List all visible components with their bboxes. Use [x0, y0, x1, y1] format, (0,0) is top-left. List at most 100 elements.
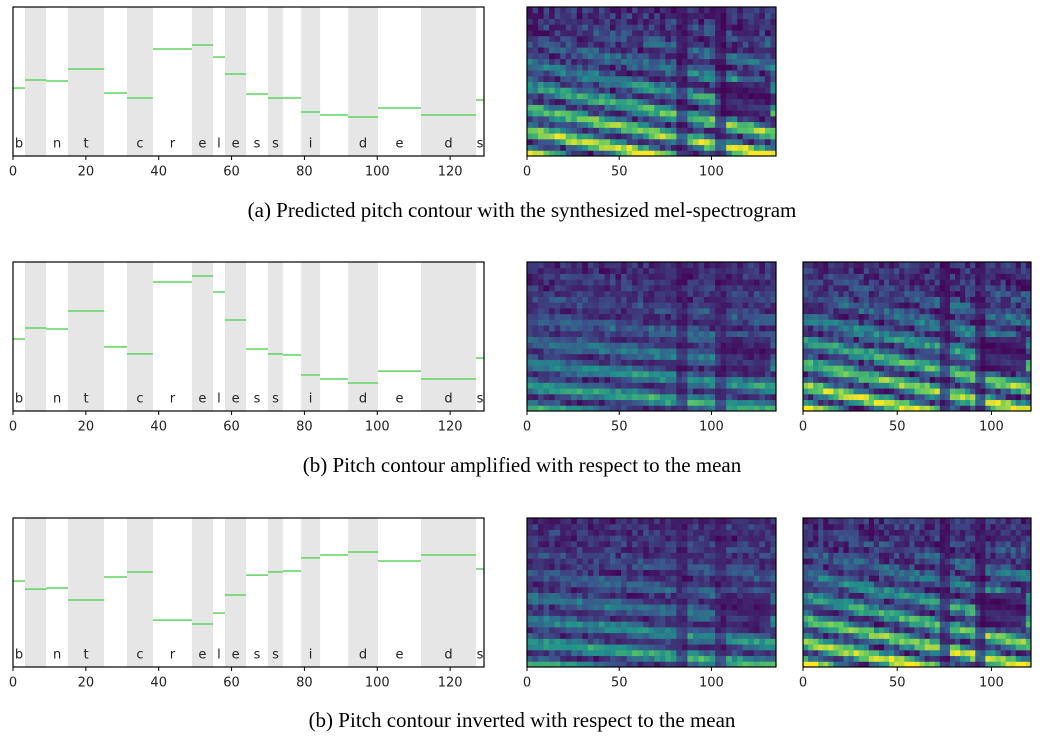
spectrogram-cell: [699, 348, 705, 354]
x-tick-label: 0: [523, 420, 531, 435]
spectrogram-cell: [527, 615, 533, 621]
spectrogram-cell: [599, 110, 605, 116]
spectrogram-cell: [593, 552, 599, 558]
spectrogram-cell: [533, 400, 539, 406]
spectrogram-cell: [754, 656, 760, 662]
spectrogram-cell: [889, 291, 895, 297]
spectrogram-cell: [588, 319, 594, 325]
spectrogram-cell: [726, 365, 732, 371]
spectrogram-cell: [599, 644, 605, 650]
spectrogram-cell: [737, 308, 743, 314]
spectrogram-cell: [737, 24, 743, 30]
spectrogram-cell: [813, 610, 819, 616]
spectrogram-cell: [759, 70, 765, 76]
spectrogram-cell: [732, 47, 738, 53]
spectrogram-cell: [909, 365, 915, 371]
spectrogram-cell: [654, 30, 660, 36]
spectrogram-cell: [748, 273, 754, 279]
spectrogram-cell: [813, 535, 819, 541]
spectrogram-cell: [610, 593, 616, 599]
spectrogram-cell: [844, 377, 850, 383]
spectrogram-cell: [687, 36, 693, 42]
spectrogram-cell: [588, 354, 594, 360]
spectrogram-cell: [555, 262, 561, 268]
spectrogram-cell: [649, 279, 655, 285]
spectrogram-cell: [715, 116, 721, 122]
spectrogram-cell: [1021, 262, 1027, 268]
spectrogram-cell: [914, 382, 920, 388]
spectrogram-cell: [555, 638, 561, 644]
spectrogram-cell: [533, 139, 539, 145]
spectrogram-cell: [610, 70, 616, 76]
spectrogram-cell: [710, 581, 716, 587]
spectrogram-cell: [950, 268, 956, 274]
spectrogram-cell: [965, 325, 971, 331]
spectrogram-cell: [710, 314, 716, 320]
spectrogram-cell: [874, 325, 880, 331]
spectrogram-cell: [649, 581, 655, 587]
phoneme-band: [301, 518, 320, 667]
spectrogram-cell: [588, 575, 594, 581]
spectrogram-cell: [671, 377, 677, 383]
spectrogram-cell: [823, 325, 829, 331]
spectrogram-cell: [975, 302, 981, 308]
spectrogram-cell: [649, 377, 655, 383]
spectrogram-cell: [904, 348, 910, 354]
spectrogram-cell: [715, 87, 721, 93]
spectrogram-cell: [996, 382, 1002, 388]
spectrogram-cell: [743, 518, 749, 524]
spectrogram-cell: [889, 388, 895, 394]
spectrogram-cell: [566, 262, 572, 268]
spectrogram-cell: [970, 325, 976, 331]
spectrogram-cell: [803, 644, 809, 650]
spectrogram-cell: [616, 53, 622, 59]
spectrogram-cell: [560, 145, 566, 151]
spectrogram-cell: [671, 518, 677, 524]
spectrogram-cell: [538, 564, 544, 570]
spectrogram-cell: [538, 377, 544, 383]
spectrogram-cell: [743, 650, 749, 656]
spectrogram-cell: [549, 524, 555, 530]
spectrogram-cell: [643, 627, 649, 633]
spectrogram-cell: [544, 593, 550, 599]
spectrogram-cell: [566, 93, 572, 99]
spectrogram-cell: [818, 314, 824, 320]
spectrogram-cell: [682, 76, 688, 82]
spectrogram-cell: [560, 337, 566, 343]
spectrogram-cell: [996, 371, 1002, 377]
spectrogram-cell: [715, 262, 721, 268]
spectrogram-cell: [649, 570, 655, 576]
spectrogram-cell: [721, 354, 727, 360]
spectrogram-cell: [765, 524, 771, 530]
spectrogram-cell: [560, 610, 566, 616]
spectrogram-cell: [945, 371, 951, 377]
spectrogram-cell: [671, 82, 677, 88]
spectrogram-cell: [682, 59, 688, 65]
spectrogram-cell: [544, 541, 550, 547]
spectrogram-cell: [616, 41, 622, 47]
spectrogram-cell: [859, 273, 865, 279]
spectrogram-cell: [621, 279, 627, 285]
spectrogram-cell: [555, 656, 561, 662]
spectrogram-cell: [833, 382, 839, 388]
spectrogram-cell: [699, 638, 705, 644]
spectrogram-cell: [965, 308, 971, 314]
spectrogram-cell: [1016, 377, 1022, 383]
spectrogram-cell: [693, 82, 699, 88]
spectrogram-cell: [632, 70, 638, 76]
spectrogram-cell: [671, 331, 677, 337]
spectrogram-cell: [930, 325, 936, 331]
phoneme-band: [301, 7, 320, 156]
spectrogram-cell: [676, 18, 682, 24]
spectrogram-cell: [920, 273, 926, 279]
spectrogram-cell: [1001, 291, 1007, 297]
spectrogram-cell: [632, 529, 638, 535]
spectrogram-cell: [899, 377, 905, 383]
spectrogram-cell: [945, 319, 951, 325]
spectrogram-cell: [754, 337, 760, 343]
spectrogram-cell: [914, 325, 920, 331]
spectrogram-cell: [754, 24, 760, 30]
spectrogram-cell: [610, 518, 616, 524]
spectrogram-cell: [1001, 377, 1007, 383]
phoneme-label: d: [444, 648, 452, 663]
